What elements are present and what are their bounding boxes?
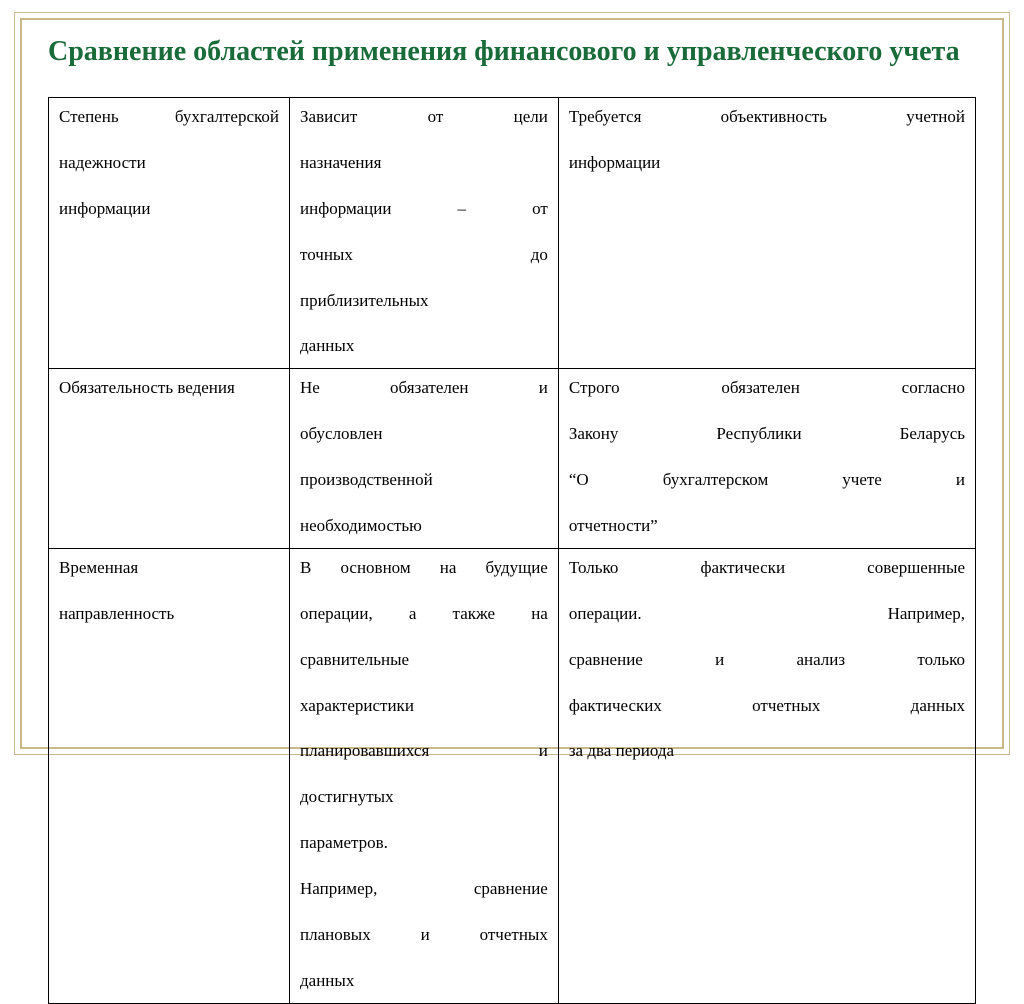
cell-text: Не обязателен иобусловленпроизводственно… (300, 377, 548, 538)
table-cell: Строго обязателен согласноЗакону Республ… (558, 369, 975, 549)
table-row: Обязательность ведения Не обязателен иобу… (49, 369, 976, 549)
cell-text: Только фактически совершенныеоперации. Н… (569, 557, 965, 763)
cell-text: Временнаянаправленность (59, 557, 279, 626)
table-cell: Только фактически совершенныеоперации. Н… (558, 548, 975, 1003)
table-cell: В основном на будущиеоперации, а также н… (290, 548, 559, 1003)
slide-content: Сравнение областей применения финансовог… (48, 34, 976, 733)
table-row: Степень бухгалтерскойнадежностиинформаци… (49, 98, 976, 369)
cell-text: Зависит от целиназначенияинформации – от… (300, 106, 548, 358)
table-cell: Не обязателен иобусловленпроизводственно… (290, 369, 559, 549)
comparison-table: Степень бухгалтерскойнадежностиинформаци… (48, 97, 976, 1004)
table-cell: Временнаянаправленность (49, 548, 290, 1003)
cell-text: Степень бухгалтерскойнадежностиинформаци… (59, 106, 279, 221)
cell-text: Требуется объективность учетнойинформаци… (569, 106, 965, 175)
cell-text: В основном на будущиеоперации, а также н… (300, 557, 548, 993)
table-row: Временнаянаправленность В основном на буд… (49, 548, 976, 1003)
cell-text: Обязательность ведения (59, 377, 279, 400)
table-cell: Требуется объективность учетнойинформаци… (558, 98, 975, 369)
page-title: Сравнение областей применения финансовог… (48, 34, 976, 69)
cell-text: Строго обязателен согласноЗакону Республ… (569, 377, 965, 538)
table-cell: Степень бухгалтерскойнадежностиинформаци… (49, 98, 290, 369)
table-cell: Обязательность ведения (49, 369, 290, 549)
table-cell: Зависит от целиназначенияинформации – от… (290, 98, 559, 369)
